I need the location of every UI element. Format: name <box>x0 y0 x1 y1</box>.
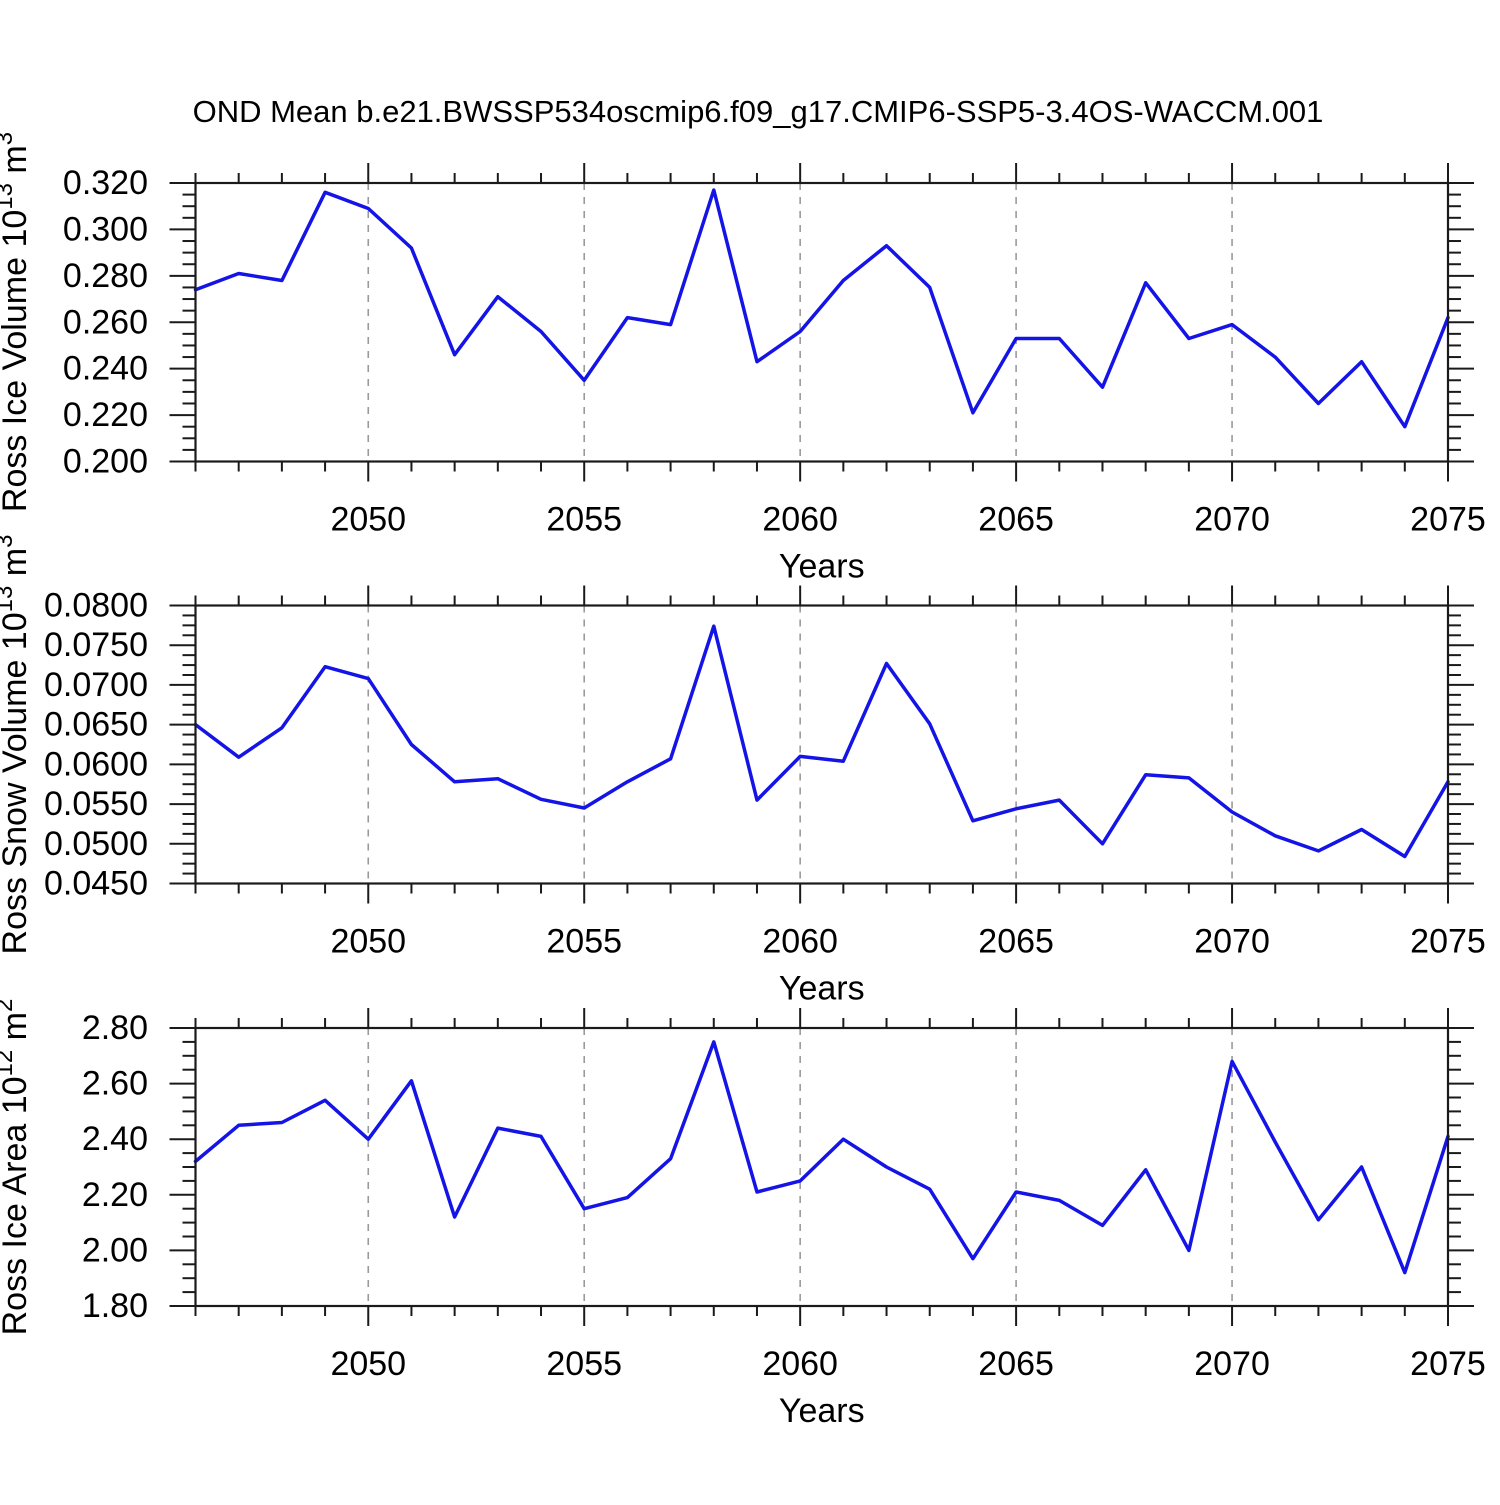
y-tick-label: 2.00 <box>82 1231 148 1269</box>
y-tick-label: 0.0650 <box>44 706 148 744</box>
panel-ross-ice-volume: 0.200 0.220 0.240 0.260 0.280 0.300 0.320 2050 2… <box>63 163 1486 586</box>
plot-frame <box>194 1026 1450 1308</box>
x-tick-label-2050: 2050 <box>330 501 406 539</box>
x-tick-label-2065: 2065 <box>978 501 1054 539</box>
y-ticks <box>169 604 1474 885</box>
y-tick-label: 0.0550 <box>44 785 148 823</box>
y-tick-label: 0.220 <box>63 396 148 434</box>
y-axis-title-ice-area: Ross Ice Area 1012 m2 <box>0 999 34 1336</box>
figure-title: OND Mean b.e21.BWSSP534oscmip6.f09_g17.C… <box>193 94 1324 129</box>
x-tick-label-2075: 2075 <box>1410 1345 1486 1383</box>
y-tick-label: 2.60 <box>82 1065 148 1103</box>
y-tick-label: 0.300 <box>63 210 148 248</box>
x-tick-label-2070: 2070 <box>1194 501 1270 539</box>
y-tick-label: 0.260 <box>63 303 148 341</box>
y-tick-label: 0.280 <box>63 257 148 295</box>
y-tick-label: 0.0500 <box>44 825 148 863</box>
x-ticks <box>194 1008 1449 1326</box>
x-axis-title: Years <box>779 1392 865 1430</box>
y-tick-label: 0.0800 <box>44 587 148 625</box>
x-tick-label-2050: 2050 <box>330 1345 406 1383</box>
x-tick-label-2075: 2075 <box>1410 501 1486 539</box>
y-axis-title-snow-volume: Ross Snow Volume 1013 m3 <box>0 535 34 955</box>
x-tick-label-2065: 2065 <box>978 1345 1054 1383</box>
y-tick-label: 0.0600 <box>44 745 148 783</box>
data-line-1 <box>193 624 1450 859</box>
panel-ross-snow-volume: 0.04500.05000.05500.06000.06500.07000.07… <box>44 585 1486 1008</box>
y-axis-title-ice-volume: Ross Ice Volume 1013 m3 <box>0 132 34 512</box>
x-axis-title: Years <box>779 970 865 1008</box>
y-tick-label: 2.40 <box>82 1120 148 1158</box>
y-tick-label: 2.20 <box>82 1176 148 1214</box>
x-tick-label-2070: 2070 <box>1194 923 1270 961</box>
x-tick-label-2075: 2075 <box>1410 923 1486 961</box>
x-tick-label-2055: 2055 <box>546 501 622 539</box>
y-tick-label: 0.200 <box>63 443 148 481</box>
x-ticks <box>194 585 1449 904</box>
x-tick-label-2070: 2070 <box>1194 1345 1270 1383</box>
x-tick-label-2055: 2055 <box>546 923 622 961</box>
x-ticks <box>194 163 1449 482</box>
y-tick-label: 0.240 <box>63 350 148 388</box>
plot-frame <box>194 604 1450 885</box>
x-tick-label-2065: 2065 <box>978 923 1054 961</box>
x-tick-label-2050: 2050 <box>330 923 406 961</box>
y-tick-label: 0.0450 <box>44 865 148 903</box>
y-tick-label: 0.320 <box>63 164 148 202</box>
data-line-0 <box>193 188 1450 429</box>
panel-ross-ice-area: 1.80 2.00 2.20 2.40 2.60 2.80 2050 2055 2060 2065… <box>82 1008 1486 1430</box>
y-ticks <box>169 1027 1474 1307</box>
x-axis-title: Years <box>779 548 865 586</box>
y-tick-label: 0.0700 <box>44 666 148 704</box>
x-tick-label-2060: 2060 <box>762 923 838 961</box>
x-tick-label-2055: 2055 <box>546 1345 622 1383</box>
y-tick-label: 1.80 <box>82 1287 148 1325</box>
y-tick-label: 2.80 <box>82 1009 148 1047</box>
y-ticks <box>169 182 1474 463</box>
y-tick-label: 0.0750 <box>44 626 148 664</box>
data-line-2 <box>193 1040 1450 1275</box>
x-tick-label-2060: 2060 <box>762 501 838 539</box>
plot-frame <box>194 181 1450 463</box>
x-tick-label-2060: 2060 <box>762 1345 838 1383</box>
